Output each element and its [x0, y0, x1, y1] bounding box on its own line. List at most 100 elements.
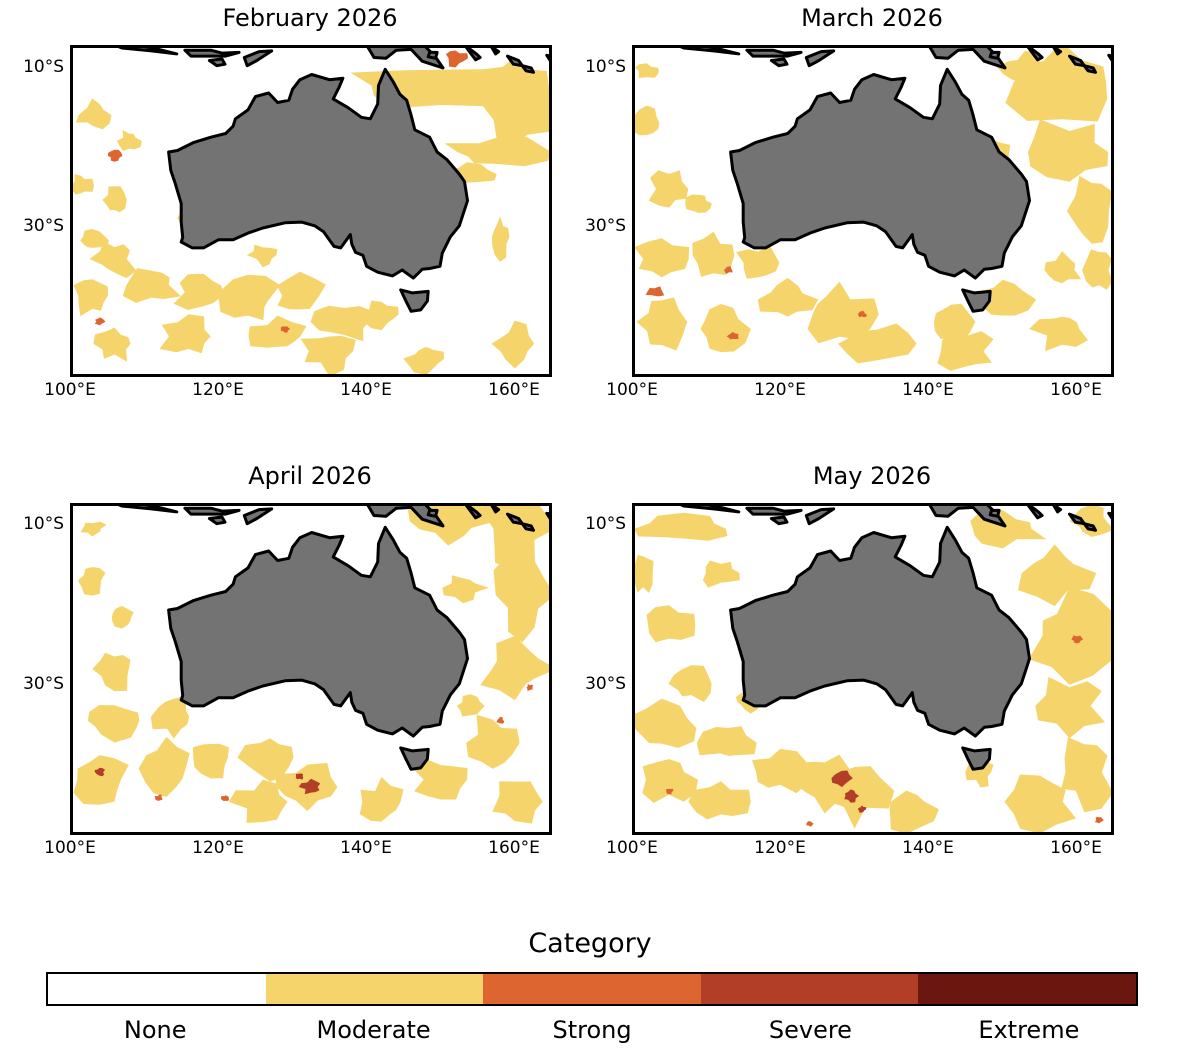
- anomaly-patch: [228, 779, 288, 823]
- anomaly-patch: [75, 98, 112, 130]
- anomaly-patch: [642, 759, 699, 803]
- anomaly-patch: [937, 329, 994, 371]
- anomaly-patch: [692, 231, 735, 277]
- lon-label-100e: 100°E: [44, 838, 96, 858]
- map-frame: [632, 503, 1114, 835]
- anomaly-patch: [668, 665, 712, 702]
- legend-swatch-strong: [483, 974, 701, 1004]
- australia-landmass: [729, 525, 1031, 738]
- legend-label-strong: Strong: [552, 1016, 632, 1044]
- island-landmass: [426, 508, 439, 518]
- anomaly-patch: [276, 271, 326, 310]
- tasmania-landmass: [399, 288, 430, 313]
- anomaly-patch: [77, 567, 106, 596]
- anomaly-patch: [807, 281, 879, 344]
- anomaly-patch: [310, 305, 374, 342]
- australia-landmass: [729, 67, 1031, 280]
- anomaly-patch: [996, 50, 1044, 81]
- island-landmass: [1082, 522, 1097, 532]
- anomaly-patch: [1044, 251, 1082, 284]
- legend-label-extreme: Extreme: [978, 1016, 1080, 1044]
- anomaly-patch: [844, 789, 860, 803]
- anomaly-patch: [159, 314, 211, 354]
- lon-label-160e: 160°E: [1050, 838, 1102, 858]
- lon-label-160e: 160°E: [488, 838, 540, 858]
- island-landmass: [426, 50, 439, 60]
- anomaly-patch: [1066, 175, 1113, 244]
- anomaly-patch: [80, 229, 109, 248]
- anomaly-patch: [1028, 119, 1109, 182]
- anomaly-patch: [364, 300, 399, 331]
- legend-label-none: None: [123, 1016, 187, 1044]
- australia-landmass: [167, 67, 469, 280]
- anomaly-patch: [634, 238, 690, 278]
- island-landmass: [988, 50, 1001, 60]
- anomaly-patch: [700, 304, 751, 353]
- island-landmass: [1025, 45, 1044, 62]
- new-guinea-landmass: [923, 503, 1007, 528]
- lon-label-100e: 100°E: [606, 380, 658, 400]
- anomaly-patch: [248, 315, 307, 348]
- legend-title: Category: [528, 928, 652, 959]
- anomaly-patch: [665, 788, 674, 795]
- anomaly-patch: [456, 694, 485, 717]
- lat-label-10s: 10°S: [23, 57, 64, 77]
- anomaly-patch: [173, 273, 224, 310]
- anomaly-patch: [1094, 816, 1104, 824]
- lon-label-120e: 120°E: [754, 838, 806, 858]
- anomaly-patch: [970, 279, 1037, 316]
- island-landmass: [207, 515, 227, 526]
- anomaly-patch: [442, 575, 489, 604]
- anomaly-patch: [466, 714, 520, 769]
- island-landmass: [242, 49, 274, 68]
- anomaly-patch: [444, 136, 552, 167]
- anomaly-patch: [295, 773, 304, 780]
- island-landmass: [183, 48, 241, 58]
- island-landmass: [463, 503, 482, 520]
- anomaly-patch: [89, 241, 137, 279]
- anomaly-patch: [298, 778, 321, 795]
- anomaly-patch: [122, 268, 182, 303]
- lat-label-30s: 30°S: [585, 216, 626, 236]
- anomaly-patch: [72, 174, 94, 195]
- anomaly-patch: [491, 320, 535, 369]
- lon-label-140e: 140°E: [902, 838, 954, 858]
- legend-swatch-none: [48, 974, 266, 1004]
- anomaly-patch: [93, 327, 131, 362]
- island-landmass: [489, 503, 501, 514]
- map-frame: [70, 503, 552, 835]
- legend-swatch-extreme: [918, 974, 1136, 1004]
- lon-label-140e: 140°E: [340, 380, 392, 400]
- island-landmass: [1051, 503, 1063, 514]
- anomaly-patch: [111, 605, 134, 629]
- tasmania-landmass: [961, 288, 992, 313]
- island-landmass: [489, 45, 501, 56]
- legend-colorbar: [46, 972, 1138, 1006]
- anomaly-patch: [445, 50, 469, 68]
- lon-label-160e: 160°E: [1050, 380, 1102, 400]
- legend-label-moderate: Moderate: [316, 1016, 431, 1044]
- anomaly-patch: [73, 279, 108, 317]
- lat-label-30s: 30°S: [585, 674, 626, 694]
- lon-label-120e: 120°E: [192, 838, 244, 858]
- panel-title-may: May 2026: [812, 462, 932, 490]
- anomaly-patch: [1069, 504, 1114, 537]
- anomaly-patch: [73, 755, 129, 805]
- anomaly-patch: [1071, 635, 1083, 644]
- anomaly-patch: [192, 743, 229, 779]
- new-guinea-landmass: [361, 503, 445, 528]
- lat-label-30s: 30°S: [23, 674, 64, 694]
- island-landmass: [804, 49, 836, 68]
- anomaly-patch: [478, 56, 551, 147]
- anomaly-patch: [246, 244, 278, 268]
- map-may: [632, 503, 1114, 835]
- anomaly-patch: [634, 512, 728, 541]
- island-landmass: [1082, 64, 1097, 74]
- lon-label-140e: 140°E: [902, 380, 954, 400]
- anomaly-patch: [858, 311, 867, 318]
- anomaly-patch: [411, 758, 468, 800]
- anomaly-patch: [300, 335, 356, 377]
- lat-label-10s: 10°S: [23, 514, 64, 534]
- island-landmass: [463, 45, 482, 62]
- anomaly-patch: [492, 781, 543, 824]
